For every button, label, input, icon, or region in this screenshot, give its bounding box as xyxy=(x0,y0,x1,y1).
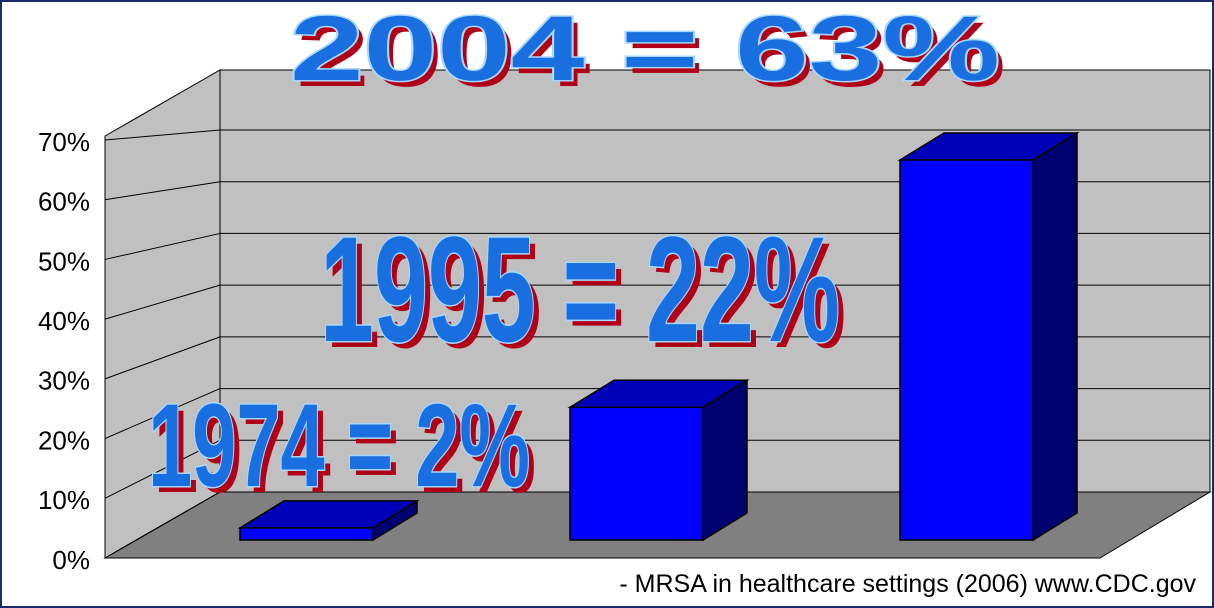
y-tick-label: 50% xyxy=(38,246,90,276)
bars xyxy=(237,131,1080,542)
bar xyxy=(899,159,1034,541)
y-tick-label: 20% xyxy=(38,425,90,455)
grid-line-side xyxy=(104,181,221,201)
grid-line-side xyxy=(104,232,221,260)
annotation-shadow: 1974 = 2% xyxy=(154,386,536,518)
annotation: 1995 = 22% xyxy=(320,205,840,373)
annotation-shadow: 1995 = 22% xyxy=(326,211,846,379)
y-tick-label: 30% xyxy=(38,366,90,396)
grid-line-side xyxy=(104,491,221,559)
bar-side xyxy=(1032,131,1078,542)
bar-side xyxy=(702,378,748,542)
y-tick-label: 70% xyxy=(38,127,90,157)
grid-line-side xyxy=(104,129,221,141)
y-tick-label: 10% xyxy=(38,485,90,515)
bar xyxy=(239,527,374,541)
annotation: 2004 = 63% xyxy=(290,0,1000,100)
y-tick-label: 60% xyxy=(38,187,90,217)
grid-line-side xyxy=(104,439,221,499)
source-note: - MRSA in healthcare settings (2006) www… xyxy=(619,570,1196,598)
y-tick-label: 0% xyxy=(52,545,90,575)
annotation: 1974 = 2% xyxy=(148,380,530,512)
grid-line-side xyxy=(104,284,221,320)
bar xyxy=(569,406,704,541)
annotation-shadow: 2004 = 63% xyxy=(296,4,1006,106)
grid-line-side xyxy=(104,388,221,440)
y-tick-label: 40% xyxy=(38,306,90,336)
grid-line-side xyxy=(104,336,221,380)
